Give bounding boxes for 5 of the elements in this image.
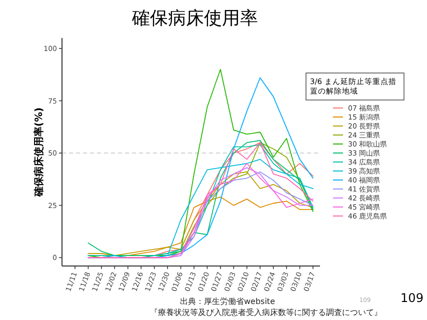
text: 109: [400, 291, 424, 305]
text: 『療養状況等及び入院患者受入病床数等に関する調査について』: [150, 308, 382, 317]
y-axis-title: 確保病床使用率(%): [33, 107, 45, 198]
source-note: 出典：厚生労働省website: [180, 297, 276, 306]
chart-title: 確保病床使用率: [131, 8, 258, 29]
